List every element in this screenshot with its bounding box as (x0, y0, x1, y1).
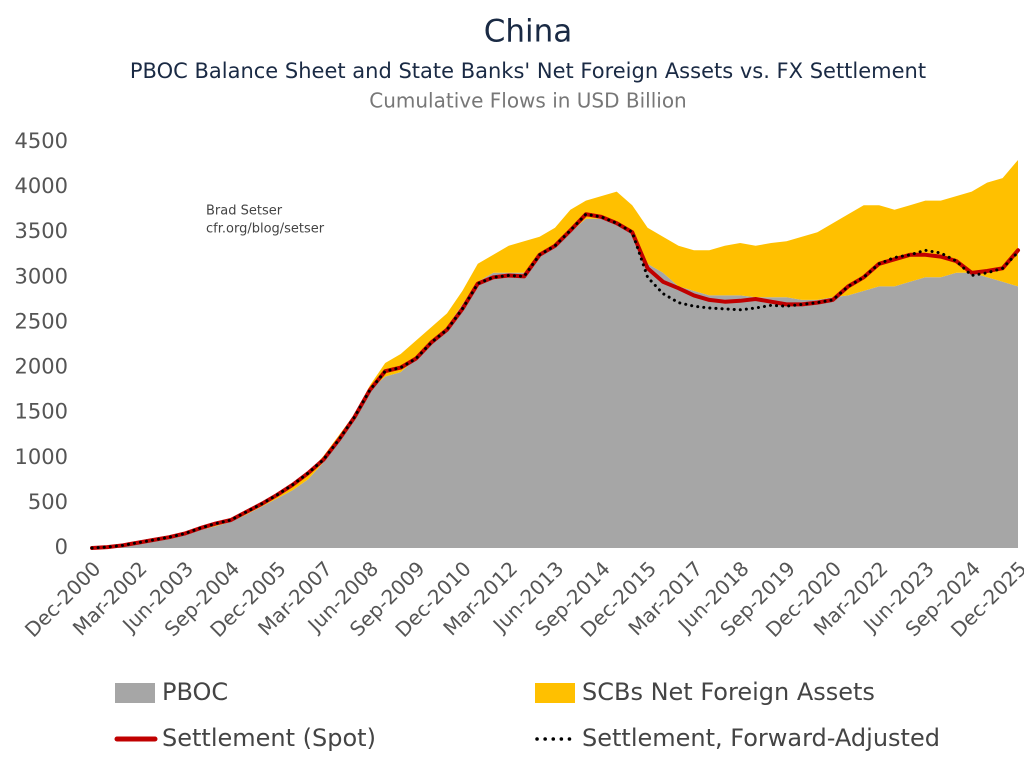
line (90, 212, 1020, 550)
legend-swatch (115, 683, 155, 703)
y-tick-label: 2500 (15, 309, 68, 333)
annotation: cfr.org/blog/setser (206, 222, 325, 237)
y-tick-label: 1500 (15, 400, 68, 424)
area (92, 218, 1018, 548)
chart-title: China (484, 14, 573, 50)
annotation: Brad Setser (206, 204, 283, 219)
y-tick-label: 500 (28, 490, 68, 514)
y-tick-label: 3500 (15, 219, 68, 243)
y-tick-label: 0 (55, 535, 68, 559)
legend-label: SCBs Net Foreign Assets (582, 678, 875, 706)
legend-label: Settlement (Spot) (162, 724, 376, 752)
legend-swatch (535, 683, 575, 703)
y-tick-label: 2000 (15, 355, 68, 379)
area (92, 160, 1018, 548)
chart-subtitle: PBOC Balance Sheet and State Banks' Net … (130, 59, 926, 83)
y-tick-label: 3000 (15, 264, 68, 288)
y-tick-label: 1000 (15, 445, 68, 469)
y-tick-label: 4000 (15, 174, 68, 198)
y-tick-label: 4500 (15, 129, 68, 153)
legend-label: Settlement, Forward-Adjusted (582, 724, 940, 752)
legend-label: PBOC (162, 678, 228, 706)
chart-subtitle: Cumulative Flows in USD Billion (369, 89, 686, 113)
